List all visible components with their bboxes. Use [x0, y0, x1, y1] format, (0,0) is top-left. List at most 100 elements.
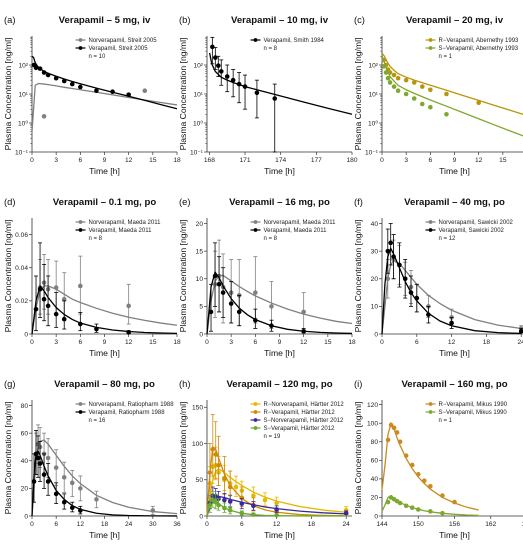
chart-panel: (i) Verapamil – 160 mg, po 144 150 156 162 168… — [353, 378, 523, 540]
y-tick-label: 15 — [196, 248, 204, 255]
y-tick-label: 60 — [371, 458, 379, 465]
legend-swatch-point — [428, 46, 433, 50]
data-point — [61, 475, 67, 480]
legend-entry: S−Verapamil, Abernethy 1993 — [439, 46, 519, 52]
data-point — [428, 509, 433, 514]
x-tick-label: 24 — [343, 521, 351, 528]
data-point — [213, 55, 218, 60]
legend-entry: n = 16 — [89, 418, 107, 424]
legend-entry: R−Norverapamil, Härtter 2012 — [264, 402, 345, 408]
y-tick-label: 10² — [368, 62, 378, 69]
x-tick-label: 12 — [300, 339, 308, 346]
chart-title: Verapamil – 120 mg, po — [226, 379, 332, 390]
series-line — [31, 285, 178, 335]
x-tick-label: 15 — [499, 157, 507, 164]
y-tick-label: 40 — [371, 221, 379, 228]
chart-title: Verapamil – 10 mg, iv — [231, 15, 329, 26]
chart-panel: (f) Verapamil – 40 mg, po 0 6 12 18 24 0 10 20 30 4… — [353, 196, 523, 358]
x-tick-label: 3 — [229, 339, 233, 346]
data-point — [274, 500, 279, 506]
x-tick-label: 6 — [78, 339, 82, 346]
data-point — [385, 75, 391, 81]
y-tick-label: 150 — [192, 405, 203, 412]
chart-panel: (h) Verapamil – 120 mg, po 0 6 12 18 24 0 50 100 1… — [178, 378, 352, 540]
y-tick-label: 0 — [24, 513, 28, 520]
data-point — [213, 452, 218, 457]
data-point — [239, 510, 245, 516]
data-point — [236, 309, 242, 315]
data-point — [440, 510, 445, 516]
data-point — [397, 439, 403, 445]
data-point — [408, 290, 414, 295]
legend-entry: n = 19 — [264, 434, 282, 440]
data-point — [385, 437, 391, 443]
data-point — [428, 104, 433, 110]
data-point — [411, 96, 417, 101]
legend-entry: Verapamil, Maeda 2011 — [89, 228, 153, 234]
x-tick-label: 18 — [173, 157, 181, 164]
x-tick-label: 18 — [173, 339, 181, 346]
data-point — [33, 306, 39, 312]
legend-entry: n = 12 — [439, 236, 457, 242]
data-point — [251, 503, 256, 509]
series-group — [31, 254, 178, 335]
y-tick-label: 0 — [24, 331, 28, 338]
data-point — [272, 96, 278, 101]
data-point — [228, 301, 234, 306]
data-point — [403, 503, 409, 509]
series-group — [31, 55, 178, 110]
legend-swatch-point — [253, 426, 258, 430]
data-point — [53, 465, 59, 470]
data-point — [409, 462, 415, 468]
x-tick-label: 168 — [204, 157, 215, 164]
data-point — [426, 312, 431, 317]
data-point — [227, 499, 233, 504]
data-point — [126, 330, 131, 335]
data-point — [212, 273, 218, 279]
x-tick-label: 15 — [324, 339, 332, 346]
y-tick-label: 10⁻¹ — [15, 149, 29, 156]
data-point — [449, 320, 454, 326]
legend-swatch-point — [428, 220, 433, 224]
data-point — [37, 286, 43, 292]
data-point — [251, 493, 256, 499]
legend-entry: S−Norverapamil, Härtter 2012 — [264, 418, 345, 424]
y-tick-label: 10⁰ — [193, 119, 203, 127]
x-tick-label: 9 — [453, 157, 457, 164]
data-point — [381, 64, 387, 69]
x-tick-label: 180 — [346, 157, 357, 164]
legend-entry: R−Verapamil, Mikus 1990 — [439, 402, 508, 408]
data-point — [403, 453, 409, 458]
series-line — [381, 421, 479, 511]
chart-panel: (a) Verapamil – 5 mg, iv 0 3 6 9 12 15 18 10⁻¹ 10⁰… — [3, 14, 181, 176]
series-line — [31, 55, 178, 110]
data-point — [31, 479, 37, 484]
series-line — [31, 284, 178, 335]
y-axis-label: Plasma Concentration [ng/ml] — [353, 38, 363, 151]
y-tick-label: 10⁻¹ — [190, 149, 204, 156]
y-tick-label: 0 — [199, 331, 203, 338]
y-axis-label: Plasma Concentration [ng/ml] — [178, 38, 188, 151]
data-point — [440, 493, 445, 498]
legend-entry: S−Verapamil, Mikus 1990 — [439, 410, 508, 416]
series-group — [31, 429, 178, 517]
y-tick-label: 80 — [21, 403, 29, 410]
data-point — [150, 508, 156, 513]
data-point — [53, 311, 59, 317]
data-point — [383, 70, 389, 75]
x-tick-label: 24 — [518, 339, 523, 346]
x-tick-label: 0 — [380, 339, 384, 346]
chart-title: Verapamil – 40 mg, po — [404, 197, 505, 208]
data-point — [444, 111, 449, 117]
series-group — [381, 494, 479, 516]
x-tick-label: 0 — [205, 339, 209, 346]
y-tick-label: 20 — [196, 221, 204, 228]
data-point — [216, 281, 222, 287]
data-point — [236, 81, 242, 87]
y-tick-label: 0 — [374, 513, 378, 520]
data-point — [395, 75, 401, 81]
x-tick-label: 6 — [240, 521, 244, 528]
data-point — [78, 486, 83, 491]
data-point — [78, 283, 83, 289]
